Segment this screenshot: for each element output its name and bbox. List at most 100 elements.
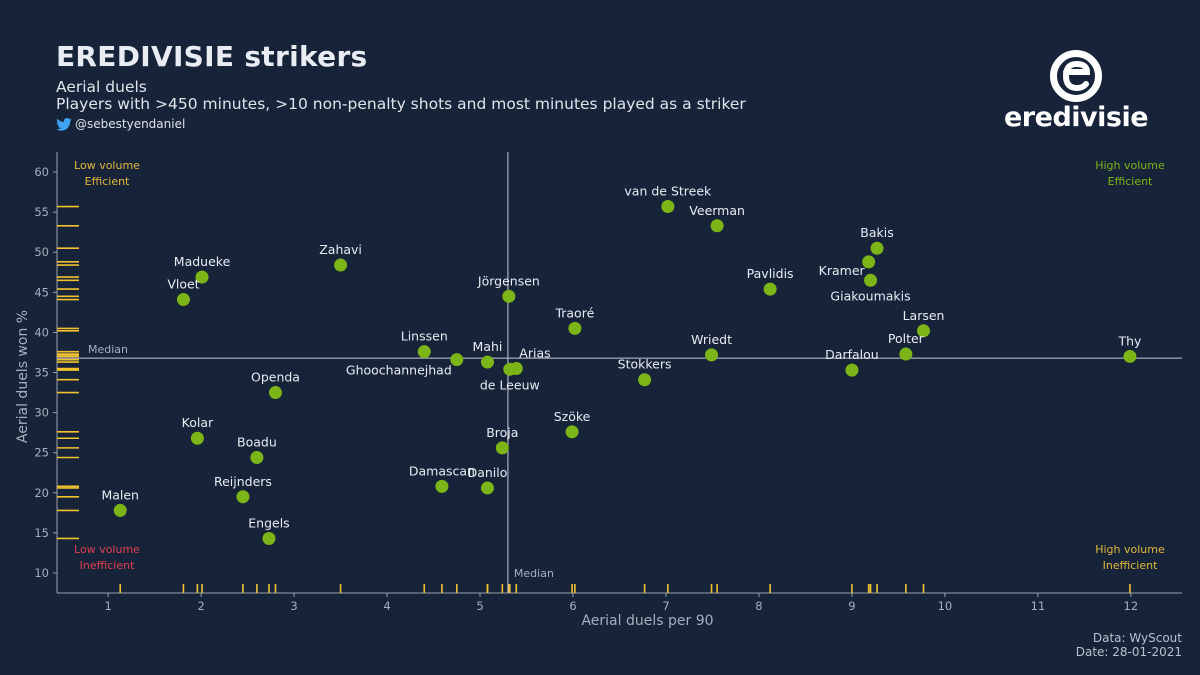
point-label: Pavlidis — [747, 266, 794, 281]
point-label: de Leeuw — [480, 377, 540, 392]
point-label: van de Streek — [624, 184, 712, 199]
chart-subtitle: Aerial duels — [56, 78, 147, 96]
point-label: Danilo — [468, 465, 508, 480]
x-tick-label: 8 — [755, 599, 762, 613]
point-label: Linssen — [401, 329, 448, 344]
point-label: Damascan — [409, 463, 475, 478]
data-point — [502, 289, 516, 303]
data-point — [113, 503, 127, 517]
data-point — [862, 255, 876, 269]
data-date: Date: 28-01-2021 — [1075, 645, 1182, 659]
data-point — [334, 258, 348, 272]
data-point — [236, 490, 250, 504]
data-point — [710, 219, 724, 233]
data-point — [899, 347, 913, 361]
data-point — [190, 431, 204, 445]
point-label: Stokkers — [618, 357, 672, 372]
data-point — [705, 348, 719, 362]
point-label: Traoré — [554, 305, 594, 320]
data-point — [568, 321, 582, 335]
logo-wordmark: eredivisie — [1004, 102, 1149, 133]
point-label: Wriedt — [691, 332, 732, 347]
data-point — [763, 282, 777, 296]
quadrant-top-left-line: Low volume — [74, 159, 140, 172]
y-tick-label: 55 — [34, 205, 49, 219]
data-points — [113, 200, 1137, 545]
data-point — [480, 355, 494, 369]
point-label: Arias — [519, 345, 550, 360]
y-tick-label: 45 — [34, 285, 49, 299]
data-point — [450, 353, 464, 367]
data-point — [638, 373, 652, 387]
point-label: Ghoochannejhad — [346, 363, 452, 378]
point-label: Zahavi — [319, 242, 362, 257]
point-label: Darfalou — [825, 347, 879, 362]
point-label: Kolar — [182, 415, 214, 430]
x-tick-label: 12 — [1124, 599, 1139, 613]
y-tick-label: 60 — [34, 165, 49, 179]
x-tick-label: 1 — [104, 599, 111, 613]
point-label: Veerman — [689, 203, 745, 218]
point-label: Malen — [101, 487, 139, 502]
point-label: Mahi — [473, 339, 503, 354]
data-point — [417, 345, 431, 359]
x-axis-title: Aerial duels per 90 — [581, 613, 713, 629]
twitter-handle[interactable]: @sebestyendaniel — [56, 117, 185, 131]
y-tick-label: 35 — [34, 366, 49, 380]
quadrant-bottom-left-line: Low volume — [74, 543, 140, 556]
y-tick-label: 50 — [34, 245, 49, 259]
point-label: Jörgensen — [477, 273, 540, 288]
point-label: Broja — [486, 425, 518, 440]
point-label: Polter — [888, 331, 925, 346]
y-tick-label: 20 — [34, 486, 49, 500]
point-label: Openda — [251, 370, 300, 385]
point-label: Vloet — [167, 277, 199, 292]
y-tick-label: 15 — [34, 526, 49, 540]
x-tick-label: 6 — [569, 599, 576, 613]
chart-description: Players with >450 minutes, >10 non-penal… — [56, 95, 746, 113]
x-tick-label: 4 — [383, 599, 390, 613]
quadrant-bottom-left-line: Inefficient — [80, 559, 135, 572]
point-labels: van de Streek Veerman Bakis Kramer Giakoumak… — [101, 184, 1142, 531]
data-point — [176, 293, 190, 307]
data-point — [870, 241, 884, 255]
point-label: Giakoumakis — [830, 288, 910, 303]
handle-text: @sebestyendaniel — [75, 117, 186, 131]
x-tick-label: 3 — [290, 599, 297, 613]
x-tick-label: 10 — [938, 599, 953, 613]
data-point — [435, 479, 449, 493]
y-tick-label: 10 — [34, 566, 49, 580]
x-tick-label: 7 — [662, 599, 669, 613]
point-label: Boadu — [237, 434, 277, 449]
data-source: Data: WyScout — [1092, 631, 1182, 645]
point-label: Engels — [248, 515, 289, 530]
x-tick-label: 2 — [197, 599, 204, 613]
median-y-label: Median — [88, 343, 128, 356]
point-label: Kramer — [819, 263, 866, 278]
x-tick-label: 11 — [1031, 599, 1046, 613]
point-label: Bakis — [860, 225, 893, 240]
twitter-icon — [56, 117, 72, 131]
quadrant-top-right-line: High volume — [1095, 159, 1165, 172]
y-tick-label: 40 — [34, 325, 49, 339]
data-point — [661, 200, 675, 214]
point-label: Szöke — [554, 409, 591, 424]
data-point — [262, 531, 276, 545]
data-point — [250, 450, 264, 464]
data-point — [917, 324, 931, 338]
data-point — [503, 362, 517, 376]
data-point — [864, 273, 878, 287]
y-tick-label: 30 — [34, 406, 49, 420]
data-point — [480, 481, 494, 495]
median-lines: Median Median — [57, 152, 1182, 593]
quadrant-bottom-right-line: High volume — [1095, 543, 1165, 556]
data-point — [195, 270, 209, 284]
median-x-label: Median — [514, 567, 554, 580]
data-point — [495, 441, 509, 455]
x-tick-label: 9 — [848, 599, 855, 613]
point-label: Madueke — [174, 254, 231, 269]
point-label: Thy — [1117, 333, 1142, 348]
data-point — [845, 363, 859, 377]
rug-marks — [57, 205, 1131, 593]
